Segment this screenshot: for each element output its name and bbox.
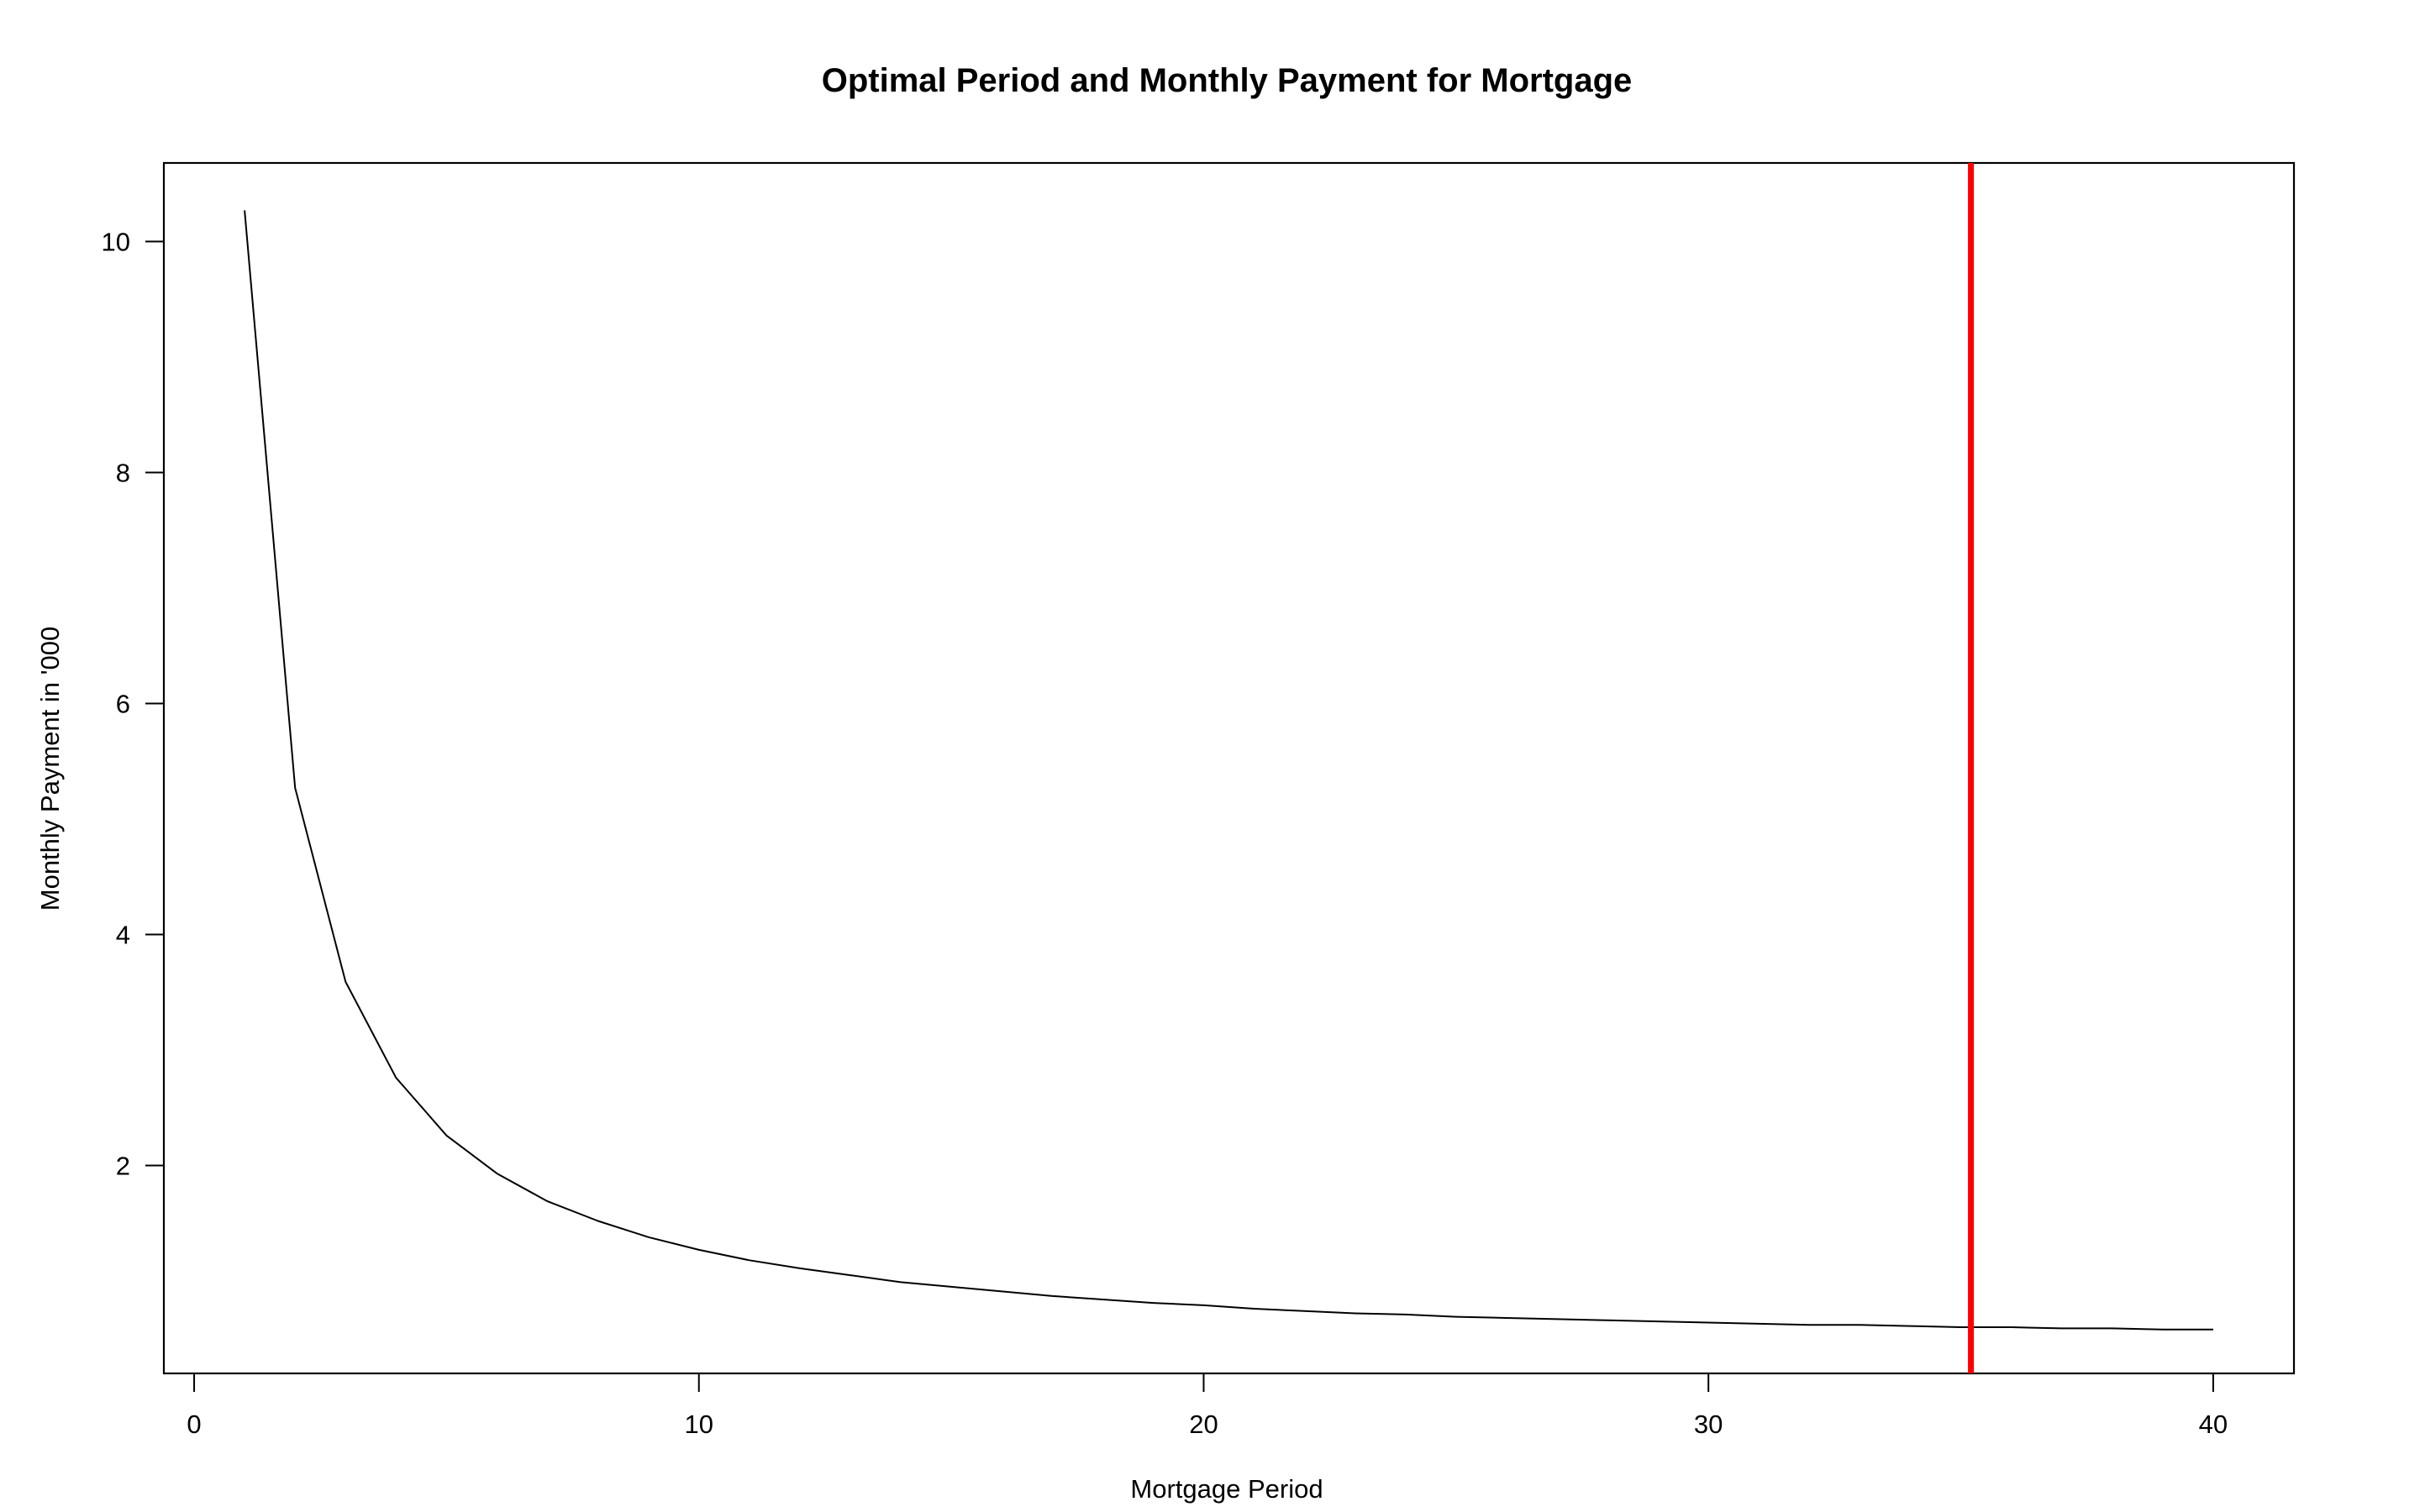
x-tick-label: 30 — [1694, 1410, 1723, 1439]
y-tick-label: 4 — [116, 921, 130, 950]
x-tick-label: 10 — [685, 1410, 713, 1439]
x-axis-label: Mortgage Period — [1130, 1474, 1323, 1504]
x-tick-label: 0 — [187, 1410, 201, 1439]
series-layer — [244, 210, 2213, 1331]
y-tick-label: 10 — [102, 228, 130, 257]
x-tick-label: 20 — [1189, 1410, 1218, 1439]
y-tick-label: 6 — [116, 690, 130, 719]
plot-frame — [162, 161, 2296, 1375]
series-line — [244, 210, 2213, 1331]
chart-title: Optimal Period and Monthly Payment for M… — [822, 62, 1633, 99]
y-tick-label: 2 — [116, 1152, 130, 1181]
y-axis: 2 4 6 8 10 — [102, 228, 165, 1181]
x-tick-label: 40 — [2199, 1410, 2228, 1439]
x-axis: 0 10 20 30 40 — [187, 1373, 2228, 1439]
y-axis-label: Monthly Payment in '000 — [35, 627, 65, 911]
y-tick-label: 8 — [116, 459, 130, 488]
